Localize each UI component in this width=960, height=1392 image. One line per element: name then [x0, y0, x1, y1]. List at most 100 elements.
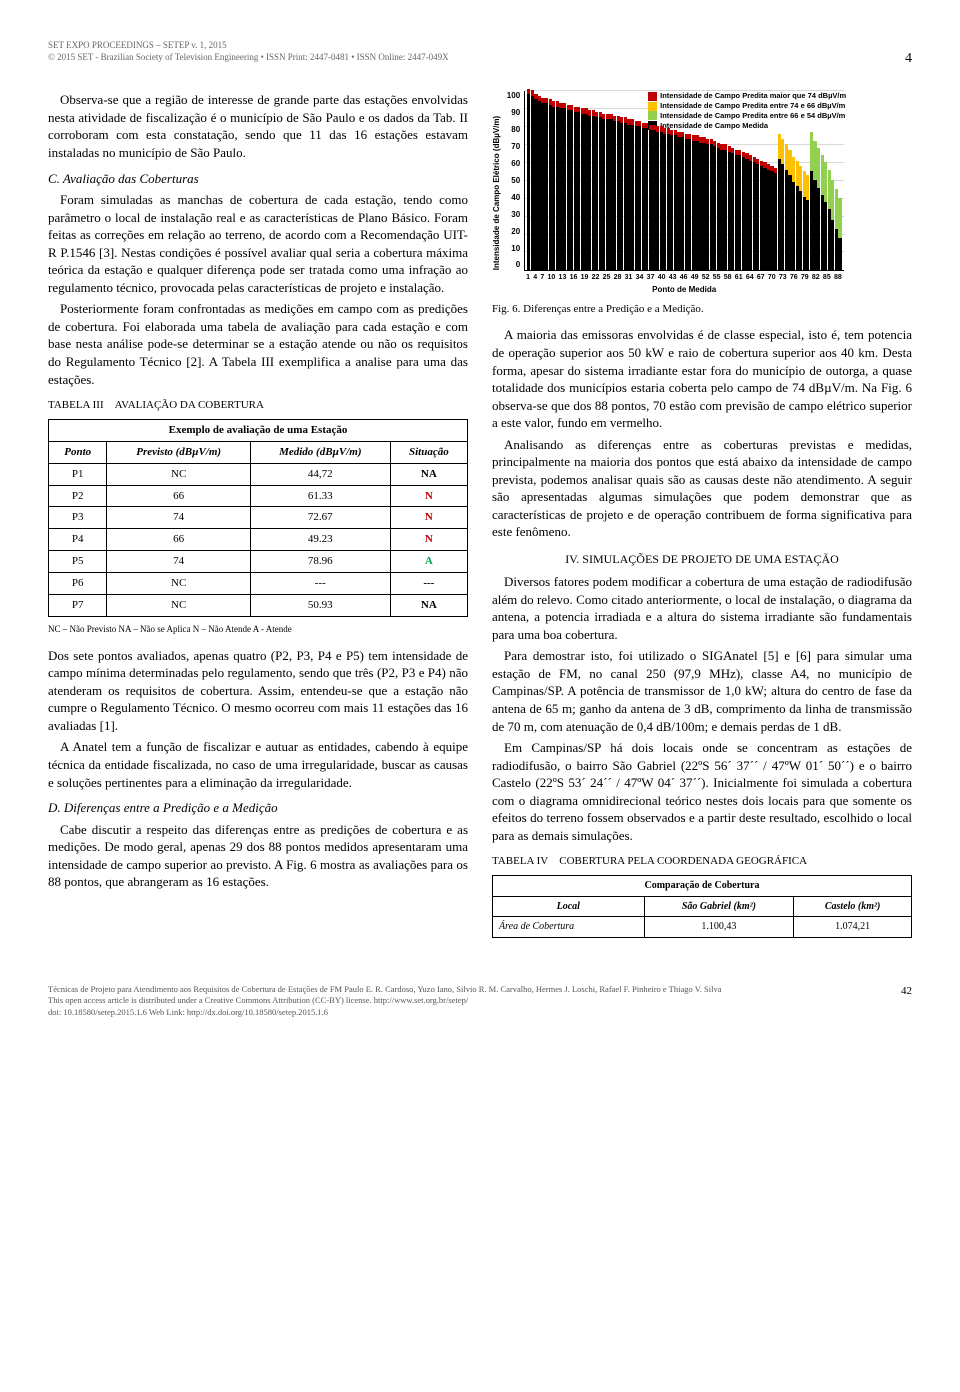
xtick: 34 — [636, 273, 644, 282]
ytick: 80 — [511, 125, 520, 136]
xtick: 16 — [570, 273, 578, 282]
chart-x-axis: 1471013161922252831343740434649525558616… — [524, 271, 844, 282]
table-row: P37472.67N — [49, 507, 468, 529]
table-row: P1NC44,72NA — [49, 463, 468, 485]
table-cell: N — [390, 485, 467, 507]
xtick: 70 — [768, 273, 776, 282]
left-column: Observa-se que a região de interesse de … — [48, 91, 468, 943]
table3-col: Ponto — [49, 441, 107, 463]
xtick: 64 — [746, 273, 754, 282]
footer-line2: This open access article is distributed … — [48, 995, 912, 1006]
table3-col: Medido (dBµV/m) — [250, 441, 390, 463]
xtick: 13 — [559, 273, 567, 282]
xtick: 7 — [540, 273, 544, 282]
table-cell: P2 — [49, 485, 107, 507]
table-cell: 1.074,21 — [794, 917, 912, 938]
bar-predicted-over — [838, 198, 841, 238]
right-column: Intensidade de Campo Elétrico (dBµV/m) 1… — [492, 91, 912, 943]
para: Foram simuladas as manchas de cobertura … — [48, 191, 468, 296]
table-cell: 44,72 — [250, 463, 390, 485]
table4-col: São Gabriel (km²) — [644, 896, 794, 917]
table-cell: 66 — [107, 529, 250, 551]
figure-6-chart: Intensidade de Campo Elétrico (dBµV/m) 1… — [492, 91, 912, 295]
table-cell: Área de Cobertura — [493, 917, 645, 938]
ytick: 40 — [511, 193, 520, 204]
table-row: P57478.96A — [49, 551, 468, 573]
two-column-layout: Observa-se que a região de interesse de … — [48, 91, 912, 943]
table-row: P7NC50.93NA — [49, 594, 468, 616]
para: Para demostrar isto, foi utilizado o SIG… — [492, 647, 912, 735]
xtick: 67 — [757, 273, 765, 282]
figure-6-caption: Fig. 6. Diferenças entre a Predição e a … — [492, 302, 912, 317]
table-cell: NC — [107, 463, 250, 485]
table-cell: 61.33 — [250, 485, 390, 507]
table-cell: NA — [390, 594, 467, 616]
table4-header-row: LocalSão Gabriel (km²)Castelo (km²) — [493, 896, 912, 917]
table-cell: P4 — [49, 529, 107, 551]
xtick: 52 — [702, 273, 710, 282]
ytick: 20 — [511, 227, 520, 238]
xtick: 37 — [647, 273, 655, 282]
ytick: 10 — [511, 244, 520, 255]
xtick: 79 — [801, 273, 809, 282]
table-cell: 74 — [107, 507, 250, 529]
xtick: 58 — [724, 273, 732, 282]
table4-title-text: COBERTURA PELA COORDENADA GEOGRÁFICA — [559, 855, 807, 867]
xtick: 28 — [614, 273, 622, 282]
ytick: 60 — [511, 159, 520, 170]
xtick: 19 — [581, 273, 589, 282]
xtick: 55 — [713, 273, 721, 282]
para: Em Campinas/SP há dois locais onde se co… — [492, 739, 912, 844]
table4-col: Castelo (km²) — [794, 896, 912, 917]
xtick: 88 — [834, 273, 842, 282]
xtick: 85 — [823, 273, 831, 282]
xtick: 31 — [625, 273, 633, 282]
xtick: 25 — [603, 273, 611, 282]
chart-ylabel: Intensidade de Campo Elétrico (dBµV/m) — [492, 91, 503, 295]
ytick: 100 — [507, 91, 520, 102]
footer-line1: Técnicas de Projeto para Atendimento aos… — [48, 984, 912, 995]
xtick: 49 — [691, 273, 699, 282]
table4-title: TABELA IV COBERTURA PELA COORDENADA GEOG… — [492, 854, 912, 869]
para: Analisando as diferenças entre as cobert… — [492, 436, 912, 541]
xtick: 46 — [680, 273, 688, 282]
para: A Anatel tem a função de fiscalizar e au… — [48, 738, 468, 791]
table4: Comparação de Cobertura LocalSão Gabriel… — [492, 875, 912, 938]
table-cell: NC — [107, 594, 250, 616]
xtick: 22 — [592, 273, 600, 282]
para: Posteriormente foram confrontadas as med… — [48, 300, 468, 388]
table-cell: --- — [390, 572, 467, 594]
table4-col: Local — [493, 896, 645, 917]
table-cell: 49.23 — [250, 529, 390, 551]
ytick: 50 — [511, 176, 520, 187]
chart-bar — [838, 198, 841, 270]
table3-col: Previsto (dBµV/m) — [107, 441, 250, 463]
chart-y-axis: 1009080706050403020100 — [507, 91, 520, 271]
table3-note: NC – Não Previsto NA – Não se Aplica N –… — [48, 623, 468, 635]
table3-label: TABELA III — [48, 399, 104, 411]
ytick: 30 — [511, 210, 520, 221]
xtick: 76 — [790, 273, 798, 282]
section-iv-heading: IV. SIMULAÇÕES DE PROJETO DE UMA ESTAÇÃO — [492, 551, 912, 567]
ytick: 70 — [511, 142, 520, 153]
chart-xlabel: Ponto de Medida — [524, 285, 844, 296]
table3-title-text: AVALIAÇÃO DA COBERTURA — [115, 399, 264, 411]
table-cell: P6 — [49, 572, 107, 594]
table-cell: N — [390, 529, 467, 551]
table3-header-row: PontoPrevisto (dBµV/m)Medido (dBµV/m)Sit… — [49, 441, 468, 463]
bar-measured — [838, 238, 841, 270]
table-cell: NC — [107, 572, 250, 594]
para: Observa-se que a região de interesse de … — [48, 91, 468, 161]
table-cell: 50.93 — [250, 594, 390, 616]
table-row: Área de Cobertura1.100,431.074,21 — [493, 917, 912, 938]
table-cell: 72.67 — [250, 507, 390, 529]
xtick: 61 — [735, 273, 743, 282]
table-cell: P5 — [49, 551, 107, 573]
header-line2: © 2015 SET - Brazilian Society of Televi… — [48, 52, 912, 64]
page-footer: 42 Técnicas de Projeto para Atendimento … — [48, 984, 912, 1018]
table-cell: P7 — [49, 594, 107, 616]
table-cell: --- — [250, 572, 390, 594]
xtick: 40 — [658, 273, 666, 282]
section-d-heading: D. Diferenças entre a Predição e a Mediç… — [48, 799, 468, 817]
xtick: 10 — [548, 273, 556, 282]
